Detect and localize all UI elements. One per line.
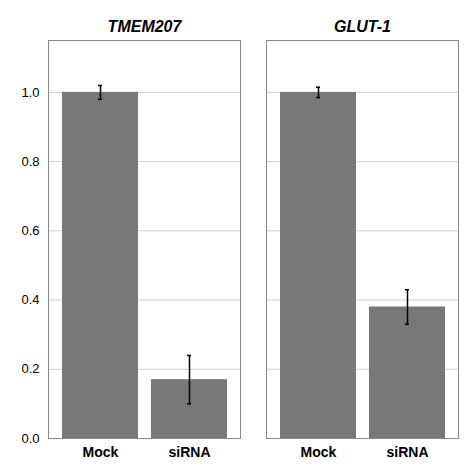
svg-text:1.0: 1.0 — [21, 85, 39, 100]
svg-text:0.0: 0.0 — [21, 431, 39, 446]
svg-text:TMEM207: TMEM207 — [108, 18, 183, 35]
svg-text:0.8: 0.8 — [21, 154, 39, 169]
svg-text:Mock: Mock — [301, 444, 337, 460]
svg-text:0.6: 0.6 — [21, 223, 39, 238]
svg-text:siRNA: siRNA — [386, 444, 428, 460]
svg-text:0.2: 0.2 — [21, 361, 39, 376]
svg-text:GLUT-1: GLUT-1 — [334, 18, 391, 35]
svg-text:Mock: Mock — [83, 444, 119, 460]
svg-text:0.4: 0.4 — [21, 292, 39, 307]
svg-text:siRNA: siRNA — [168, 444, 210, 460]
